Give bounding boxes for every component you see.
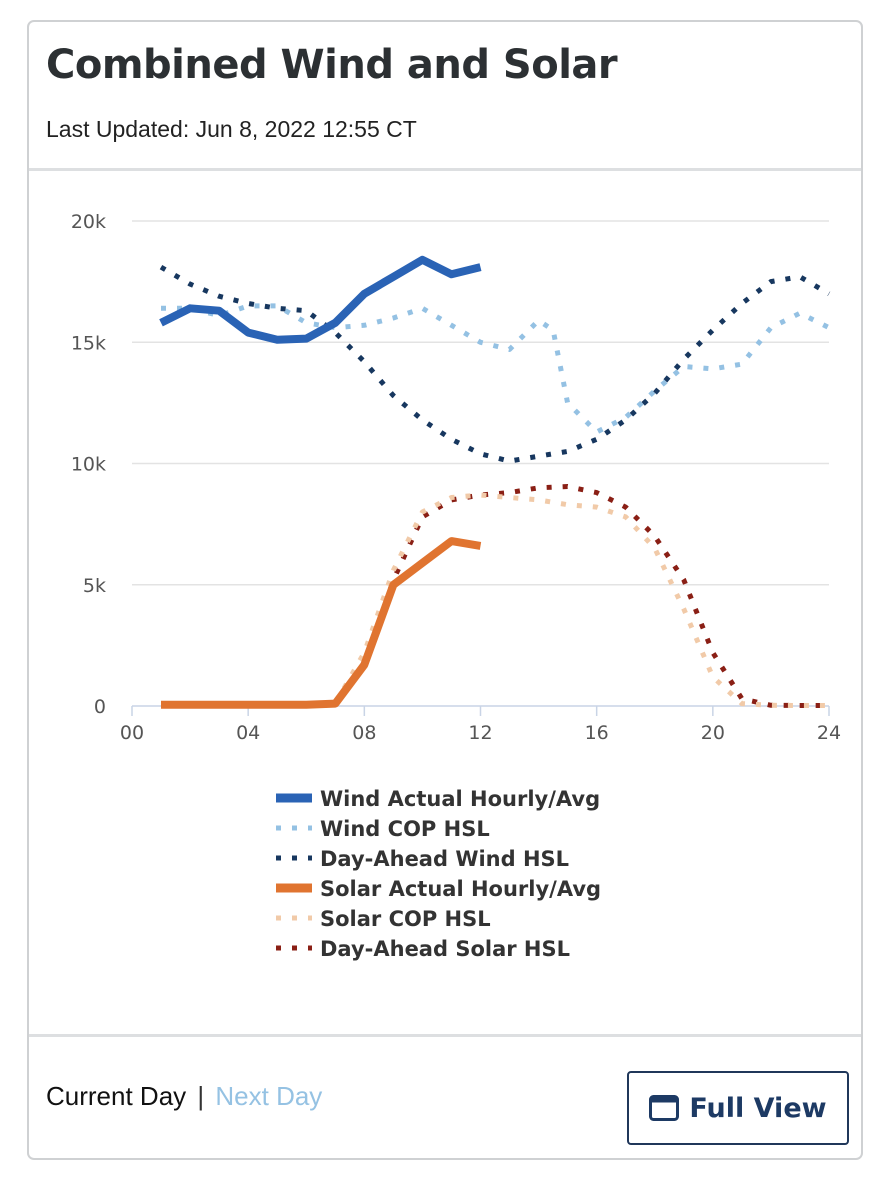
y-tick-label: 5k <box>83 575 106 597</box>
series-line-wind-actual-hourly-avg <box>159 255 482 344</box>
chart-card: Combined Wind and Solar Last Updated: Ju… <box>27 20 863 1160</box>
y-tick-label: 20k <box>71 211 106 233</box>
full-view-label: Full View <box>689 1092 827 1124</box>
legend: Wind Actual Hourly/Avg Wind COP HSL Day-Ah… <box>276 787 601 961</box>
legend-label-wind-actual-hourly-avg: Wind Actual Hourly/Avg <box>320 787 600 811</box>
series-line-solar-cop-hsl <box>161 492 829 708</box>
full-view-button[interactable]: Full View <box>627 1071 849 1145</box>
card-header: Combined Wind and Solar Last Updated: Ju… <box>29 22 861 171</box>
y-tick-label: 10k <box>71 454 106 476</box>
chart-area: 0 5k 10k 15k 20k 00 04 08 12 16 20 24 Wind Actual … <box>29 171 861 1034</box>
x-tick-label: 08 <box>352 722 376 744</box>
legend-label-wind-cop-hsl: Wind COP HSL <box>320 817 490 841</box>
grid-lines <box>132 220 829 586</box>
series-line-wind-cop-hsl <box>161 303 831 435</box>
series-line-day-ahead-solar-hsl <box>161 484 829 708</box>
combined-wind-solar-chart: 0 5k 10k 15k 20k 00 04 08 12 16 20 24 Wind Actual … <box>71 211 841 961</box>
legend-label-solar-cop-hsl: Solar COP HSL <box>320 907 491 931</box>
x-tick-label: 24 <box>817 722 841 744</box>
x-tick-label: 20 <box>701 722 725 744</box>
page-title: Combined Wind and Solar <box>46 42 618 88</box>
current-day-label: Current Day <box>46 1081 187 1111</box>
window-icon <box>649 1095 680 1121</box>
data-series <box>159 255 831 709</box>
last-updated: Last Updated: Jun 8, 2022 12:55 CT <box>46 116 417 142</box>
x-tick-label: 00 <box>120 722 144 744</box>
day-toggle: Current Day | Next Day <box>46 1081 322 1112</box>
x-axis: 00 04 08 12 16 20 24 <box>120 705 841 744</box>
y-tick-label: 0 <box>94 696 106 718</box>
card-footer: Current Day | Next Day Full View <box>29 1034 861 1161</box>
legend-label-day-ahead-wind-hsl: Day-Ahead Wind HSL <box>320 847 569 871</box>
next-day-link[interactable]: Next Day <box>215 1081 323 1111</box>
day-separator: | <box>197 1081 205 1111</box>
x-tick-label: 12 <box>468 722 492 744</box>
legend-label-day-ahead-solar-hsl: Day-Ahead Solar HSL <box>320 937 570 961</box>
y-tick-label: 15k <box>71 332 106 354</box>
y-axis-ticks: 0 5k 10k 15k 20k <box>71 211 106 718</box>
series-line-solar-actual-hourly-avg <box>161 537 482 709</box>
series-line-day-ahead-wind-hsl <box>159 264 831 464</box>
x-tick-label: 04 <box>236 722 260 744</box>
legend-label-solar-actual-hourly-avg: Solar Actual Hourly/Avg <box>320 877 601 901</box>
x-tick-label: 16 <box>585 722 609 744</box>
